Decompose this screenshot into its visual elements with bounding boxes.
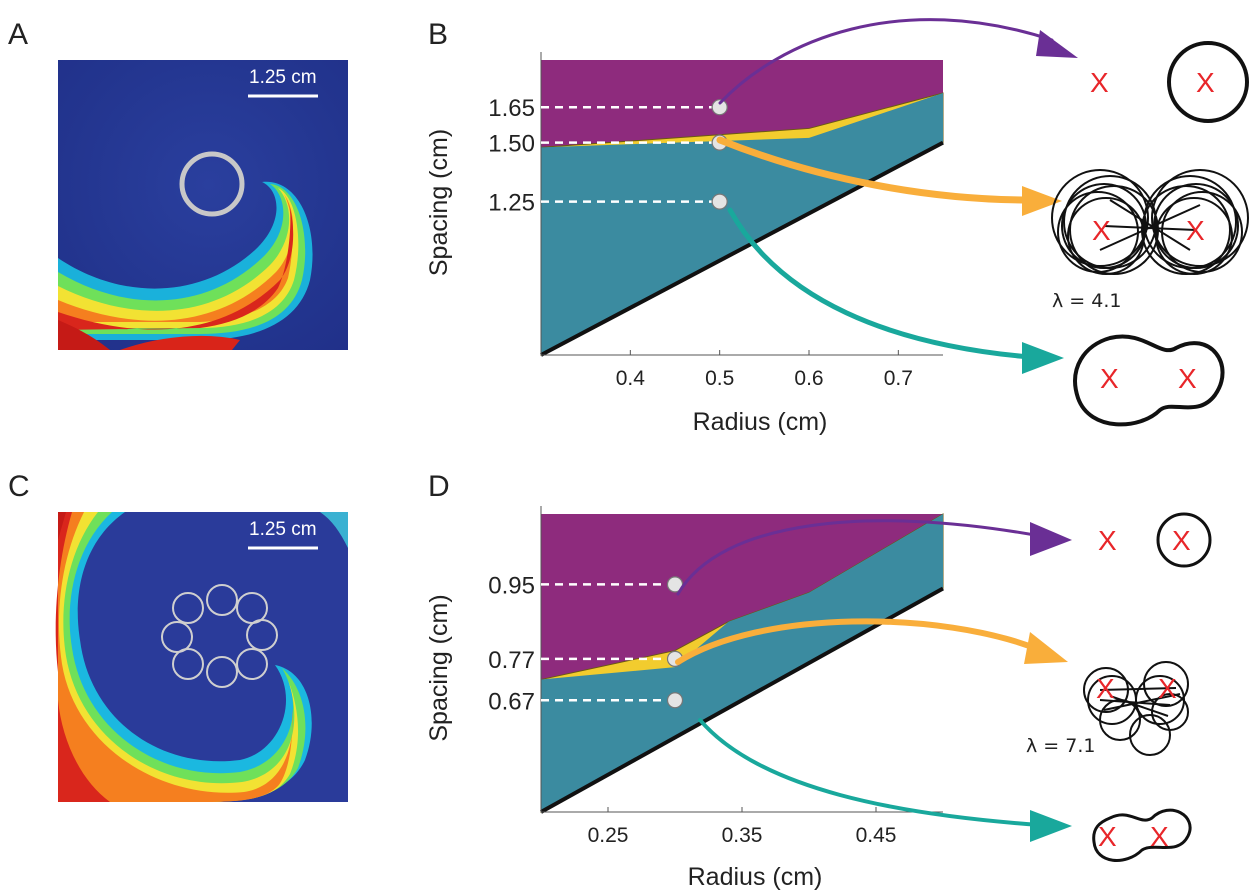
x-tick-label: 0.7	[884, 367, 913, 390]
panel-a-trajectory-circle	[179, 151, 245, 217]
panel-letter-a: A	[8, 18, 28, 51]
chaotic-trajectory	[1051, 169, 1249, 275]
probe-point	[711, 193, 728, 210]
connector-arrows	[675, 18, 1078, 842]
b-inset-teal: X X	[1073, 334, 1225, 427]
b-arrow-orange-head	[1022, 186, 1062, 216]
y-tick-label: 1.25	[488, 190, 535, 217]
panel-a-image: 1.25 cm	[58, 60, 348, 350]
panel-letter-c: C	[8, 470, 30, 503]
x-tick-label: 0.4	[616, 367, 646, 390]
x-marker: X	[1158, 673, 1177, 704]
d-x-ticks: 0.25 0.35 0.45	[588, 807, 897, 847]
panel-c-scale-label: 1.25 cm	[249, 519, 317, 540]
x-marker: X	[1098, 525, 1117, 556]
y-tick-label: 0.77	[488, 647, 535, 674]
d-probe-dashes	[541, 583, 667, 702]
d-probe-points	[666, 576, 684, 709]
y-tick-label: 0.67	[488, 688, 535, 715]
d-x-axis-label: Radius (cm)	[688, 863, 823, 891]
d-inset-purple: X X	[1098, 512, 1212, 568]
d-arrow-orange-line	[675, 618, 1043, 665]
b-arrow-teal-line	[727, 207, 1033, 360]
peanut-trajectory	[1073, 334, 1225, 427]
trajectory-circle	[1156, 512, 1212, 568]
x-marker: X	[1178, 363, 1197, 394]
x-marker: X	[1090, 67, 1109, 98]
x-marker: X	[1092, 215, 1111, 246]
x-tick-label: 0.25	[588, 824, 629, 847]
x-marker: X	[1098, 821, 1117, 852]
d-lower-bound-line	[540, 586, 944, 814]
x-marker: X	[1100, 363, 1119, 394]
b-arrow-purple-line	[718, 18, 1054, 105]
panel-c-image: 1.25 cm	[55, 512, 348, 802]
b-arrow-orange-line	[716, 136, 1034, 204]
b-inset-yellow: X X λ = 4.1	[1051, 169, 1249, 312]
panel-c-wavefront	[55, 512, 348, 802]
x-marker: X	[1096, 673, 1115, 704]
d-arrow-purple-head	[1030, 522, 1072, 556]
x-tick-label: 0.35	[722, 824, 763, 847]
panel-letter-d: D	[428, 470, 450, 503]
d-y-axis-label: Spacing (cm)	[425, 594, 453, 741]
panel-letter-b: B	[428, 18, 448, 51]
panel-c-trajectory-loops	[161, 584, 278, 688]
b-y-axis-label: Spacing (cm)	[425, 129, 453, 276]
panel-b-chart: 0.4 0.5 0.6 0.7 1.25 1.50 1.65 Radius (cm) Sp…	[425, 52, 944, 436]
probe-point	[666, 692, 684, 709]
d-arrow-teal-head	[1030, 810, 1072, 842]
d-arrow-orange-head	[1024, 632, 1068, 664]
d-lyapunov-label: λ = 7.1	[1026, 735, 1095, 757]
y-tick-label: 0.95	[488, 572, 535, 599]
b-probe-dashes	[541, 105, 712, 203]
b-inset-purple: X X	[1090, 41, 1249, 123]
panel-a-wavefront	[58, 181, 313, 350]
x-marker: X	[1196, 67, 1215, 98]
d-region-teal	[541, 514, 943, 812]
d-inset-yellow: X X λ = 7.1	[1026, 661, 1189, 757]
b-x-ticks: 0.4 0.5 0.6 0.7	[616, 350, 913, 390]
x-tick-label: 0.45	[856, 824, 897, 847]
d-y-ticks: 0.67 0.77 0.95	[488, 572, 535, 715]
chaotic-trajectory	[1083, 661, 1189, 756]
b-lyapunov-label: λ = 4.1	[1052, 290, 1121, 312]
y-tick-label: 1.65	[488, 95, 535, 122]
d-inset-teal: X X	[1092, 808, 1192, 862]
b-y-ticks: 1.25 1.50 1.65	[488, 95, 535, 216]
x-marker: X	[1186, 215, 1205, 246]
d-arrow-purple-line	[676, 519, 1042, 596]
b-lower-bound-line	[540, 140, 944, 357]
y-tick-label: 1.50	[488, 131, 535, 158]
b-arrow-teal-head	[1022, 342, 1064, 374]
d-arrow-teal-line	[698, 718, 1042, 827]
b-arrow-purple-head	[1036, 30, 1078, 58]
peanut-trajectory	[1092, 808, 1192, 862]
trajectory-circle	[1167, 41, 1249, 123]
x-marker: X	[1150, 821, 1169, 852]
b-region-teal	[541, 93, 943, 355]
panel-a-scale-label: 1.25 cm	[249, 67, 317, 88]
x-tick-label: 0.5	[705, 367, 734, 390]
b-x-axis-label: Radius (cm)	[693, 408, 828, 436]
panel-d-chart: 0.25 0.35 0.45 0.67 0.77 0.95 Radius (cm) Sp…	[425, 506, 944, 891]
x-tick-label: 0.6	[794, 367, 823, 390]
x-marker: X	[1172, 525, 1191, 556]
probe-point	[711, 99, 728, 116]
